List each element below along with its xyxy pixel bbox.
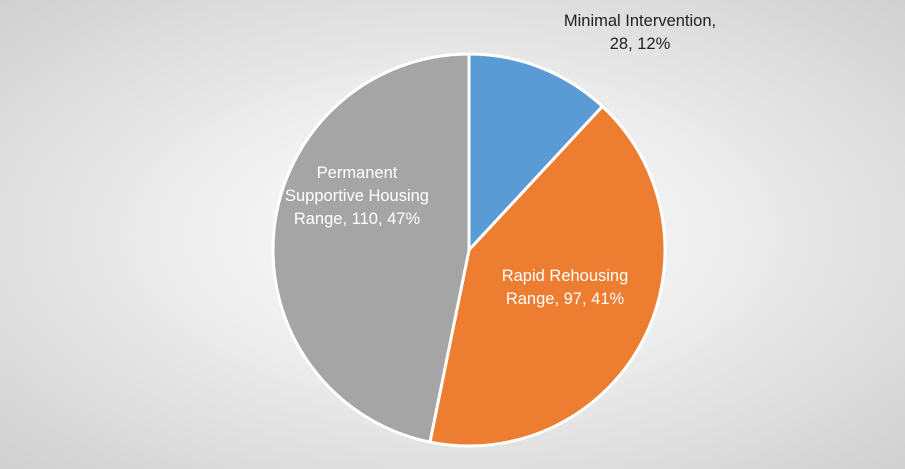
data-label: Permanent Supportive Housing Range, 110,… [284, 164, 429, 228]
pie-slice [271, 52, 471, 444]
data-label: Minimal Intervention, 28, 12% [563, 12, 717, 53]
data-label: Rapid Rehousing Range, 97, 41% [501, 267, 629, 308]
pie-slice [467, 52, 604, 252]
pie-slice [428, 104, 667, 448]
